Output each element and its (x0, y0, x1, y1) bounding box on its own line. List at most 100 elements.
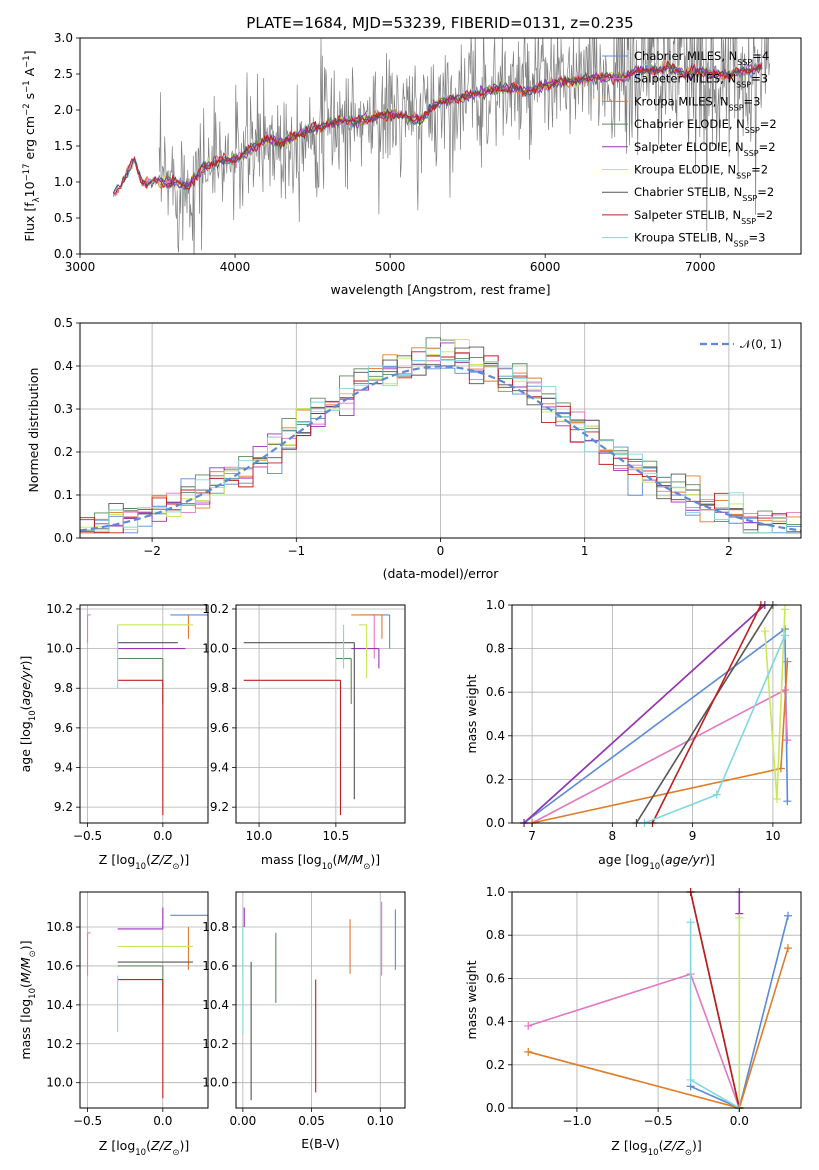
label-part: ( (146, 852, 151, 867)
mw-z-axes (511, 891, 802, 1109)
legend-entry: Chabrier ELODIE, NSSP=2 (634, 117, 777, 135)
legend-sub: SSP (736, 171, 751, 180)
label-part: ⊙ (363, 862, 370, 872)
label-part: A (22, 67, 37, 80)
x-tick-label: 0.00 (230, 1114, 257, 1128)
legend-entry: Kroupa ELODIE, NSSP=2 (634, 163, 768, 181)
legend-sub: SSP (741, 216, 756, 225)
y-tick-label: 1.5 (54, 139, 73, 153)
y-tick-label: 0.1 (54, 488, 73, 502)
label-part: Flux [f (22, 202, 37, 242)
label-part: ( (146, 1138, 151, 1153)
label-part: ( (18, 705, 33, 710)
y-tick-label: 2.0 (54, 103, 73, 117)
label-part: ⊙ (172, 1148, 179, 1158)
mass-weight-z-point (524, 1047, 533, 1056)
histogram-plot (80, 337, 801, 534)
x-tick-label: 1 (581, 544, 589, 558)
label-part: )] (18, 656, 33, 666)
mw-age-ylabel: mass weight (464, 674, 479, 753)
mass-ebv-xlabel: E(B-V) (301, 1136, 340, 1151)
x-tick-label: 7 (528, 829, 536, 843)
x-tick-label: 10 (765, 829, 780, 843)
legend-name: Salpeter ELODIE, N (634, 140, 744, 154)
legend-name: Kroupa ELODIE, N (634, 163, 736, 177)
x-tick-label: 0.10 (367, 1114, 394, 1128)
label-part: s (22, 93, 37, 104)
y-tick-label: 0.8 (486, 642, 505, 656)
y-tick-label: 1.0 (486, 885, 505, 899)
label-part: 10 (28, 710, 38, 721)
axes-layer (76, 37, 802, 1112)
legend-sub: SSP (736, 80, 751, 89)
grid-layer (80, 322, 801, 1109)
y-tick-label: 10.8 (46, 920, 73, 934)
histogram-axes (79, 322, 802, 539)
label-part: ( (18, 983, 33, 988)
text-layer: 3000 4000 5000 6000 7000 0.0 0.5 1.0 1.5 2.0 2.5 3.… (18, 31, 782, 1158)
label-part: age/yr (18, 665, 33, 706)
spectrum-plot (112, 38, 770, 254)
label-part: Z/Z (662, 1138, 685, 1153)
x-tick-label: 0.0 (730, 1114, 749, 1128)
y-tick-label: 9.4 (54, 761, 73, 775)
x-tick-label: −1.0 (562, 1114, 591, 1128)
x-tick-label: −0.5 (644, 1114, 673, 1128)
mass-weight-age-line (523, 627, 789, 824)
x-tick-label: −0.5 (73, 1114, 102, 1128)
legend-n: =2 (751, 163, 768, 177)
mass-weight-z-point (735, 913, 744, 922)
y-tick-label: 10.2 (202, 1037, 229, 1051)
legend-sub: SSP (745, 126, 760, 135)
mass-weight-age-point (783, 797, 792, 806)
label-part: )] (705, 852, 715, 867)
x-tick-label: 5000 (375, 260, 406, 274)
x-tick-label: 7000 (685, 260, 716, 274)
age-z-ylabel: age [log10(age/yr)] (18, 656, 38, 773)
legend-name: Kroupa STELIB, N (634, 231, 734, 245)
y-tick-label: 10.2 (46, 1037, 73, 1051)
legend-sub: SSP (729, 103, 744, 112)
age-mass-xlabel: mass [log10(M/M⊙)] (261, 852, 380, 872)
x-tick-label: 0.0 (153, 1114, 172, 1128)
legend-n: =3 (749, 231, 766, 245)
mass-weight-age-line (635, 604, 774, 824)
label-part: 10 (28, 988, 38, 999)
mass-weight-age-point (712, 790, 721, 799)
y-tick-label: 9.2 (54, 800, 73, 814)
label-part: −17 (22, 163, 32, 181)
label-part: age [log (18, 721, 33, 772)
y-tick-label: 0.5 (54, 211, 73, 225)
label-part: Z [log (99, 1138, 135, 1153)
y-tick-label: 9.2 (210, 800, 229, 814)
y-tick-label: 0.6 (486, 971, 505, 985)
histogram-step (80, 337, 801, 534)
mass-weight-age-point (783, 657, 792, 666)
mass-z-axes (79, 891, 209, 1109)
label-part: ] (22, 50, 37, 55)
x-tick-label: 4000 (220, 260, 251, 274)
x-tick-label: 10.5 (323, 829, 350, 843)
label-part: )] (18, 940, 33, 950)
label-part: Z [log (99, 852, 135, 867)
label-part: ( (660, 852, 665, 867)
y-tick-label: 0.4 (54, 359, 73, 373)
label-part: M/M (337, 852, 363, 867)
mw-z-ylabel: mass weight (464, 960, 479, 1039)
legend-entry: Chabrier MILES, NSSP=4 (634, 49, 769, 67)
x-tick-label: −2 (143, 544, 161, 558)
label-part: ⊙ (172, 862, 179, 872)
y-tick-label: 2.5 (54, 67, 73, 81)
mass-weight-age-line (651, 604, 762, 824)
mass-weight-age-point (783, 736, 792, 745)
x-tick-label: 8 (609, 829, 617, 843)
label-part: )] (692, 1138, 702, 1153)
label-part: ⊙ (28, 950, 38, 957)
x-tick-label: 2 (725, 544, 733, 558)
mass-z-ylabel: mass [log10(M/M⊙)] (18, 940, 38, 1059)
legend-entry: Salpeter STELIB, NSSP=2 (634, 208, 773, 226)
mass-weight-age-point (760, 627, 769, 636)
legend-name: Chabrier MILES, N (634, 49, 737, 63)
legend-sub: SSP (734, 239, 749, 248)
